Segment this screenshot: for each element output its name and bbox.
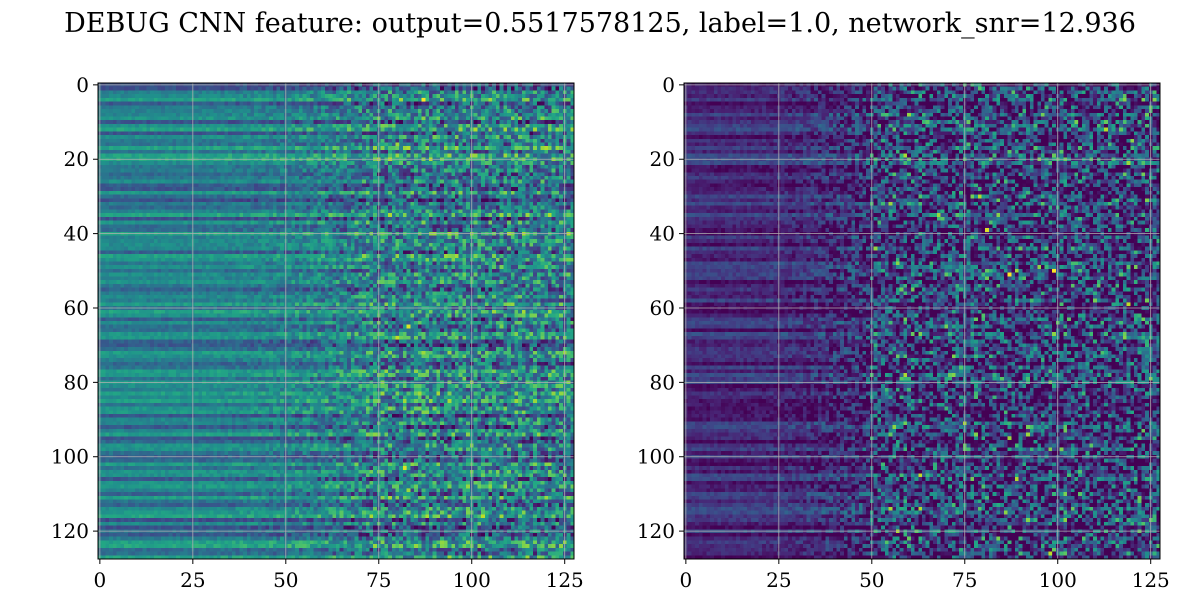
- left-feature-map-ytick-label-5: 100: [51, 445, 89, 469]
- right-feature-map-xtick-label-3: 75: [952, 568, 977, 592]
- left-feature-map-ytick-label-3: 60: [64, 296, 89, 320]
- right-feature-map-hotspot-5: [1007, 436, 1012, 440]
- left-feature-map-ytick-label-4: 80: [64, 370, 89, 394]
- left-feature-map-xtick-label-4: 100: [453, 568, 491, 592]
- right-feature-map-hotspot-9: [996, 536, 1001, 541]
- left-feature-map-image: [98, 83, 574, 559]
- left-feature-map-ytick-label-1: 20: [64, 147, 89, 171]
- left-feature-map-xtick-label-0: 0: [93, 568, 106, 592]
- right-feature-map-hotspot-7: [1059, 447, 1064, 452]
- left-feature-map-hotspot-1: [395, 142, 400, 147]
- left-feature-map-hotspot-3: [395, 335, 400, 340]
- left-feature-map-xtick-label-1: 25: [180, 568, 205, 592]
- left-feature-map-ytick-label-2: 40: [64, 222, 89, 246]
- left-heatmap-panel: 0 25 50 75 100 125 0 20 40 60 80 100 120: [51, 73, 584, 592]
- left-feature-map-hotspot-7: [462, 376, 467, 381]
- right-feature-map-hotspot-4: [1074, 120, 1079, 124]
- right-feature-map-ytick-label-5: 100: [637, 445, 675, 469]
- left-feature-map-hotspot-0: [421, 97, 426, 102]
- right-feature-map-frame: [683, 82, 1161, 560]
- left-feature-map-xtick-label-2: 50: [273, 568, 298, 592]
- right-heatmap-panel: 0 25 50 75 100 125 0 20 40 60 80 100 120: [637, 73, 1170, 592]
- right-feature-map-hotspot-3: [1126, 302, 1131, 307]
- right-feature-map-xtick-label-4: 100: [1039, 568, 1077, 592]
- left-feature-map-hotspot-6: [499, 324, 504, 329]
- left-feature-map-hotspot-2: [406, 324, 411, 329]
- left-feature-map-frame: [97, 82, 575, 560]
- right-feature-map-xtick-label-5: 125: [1132, 568, 1170, 592]
- right-feature-map-hotspot-8: [1048, 551, 1053, 556]
- right-feature-map-image: [684, 83, 1160, 559]
- right-feature-map-ytick-label-1: 20: [650, 147, 675, 171]
- right-feature-map-ytick-label-3: 60: [650, 296, 675, 320]
- left-feature-map-ytick-label-0: 0: [76, 73, 89, 97]
- right-feature-map-hotspot-0: [985, 228, 989, 232]
- right-feature-map-hotspot-6: [1026, 432, 1030, 437]
- right-feature-map-ytick-label-6: 120: [637, 519, 675, 543]
- right-feature-map-ytick-label-4: 80: [650, 370, 675, 394]
- right-feature-map-xtick-label-0: 0: [679, 568, 692, 592]
- right-feature-map-hotspot-1: [1007, 272, 1012, 277]
- chart-title: DEBUG CNN feature: output=0.5517578125, …: [64, 8, 1136, 39]
- left-feature-map-hotspot-5: [406, 488, 411, 493]
- left-feature-map-hotspot-4: [402, 466, 407, 470]
- left-feature-map-ytick-label-6: 120: [51, 519, 89, 543]
- left-feature-map-xtick-label-5: 125: [546, 568, 584, 592]
- right-feature-map-xtick-label-1: 25: [766, 568, 791, 592]
- right-feature-map-hotspot-2: [1052, 268, 1056, 273]
- right-feature-map-ytick-label-2: 40: [650, 222, 675, 246]
- right-feature-map-ytick-label-0: 0: [662, 73, 675, 97]
- right-feature-map-xtick-label-2: 50: [859, 568, 884, 592]
- left-feature-map-xtick-label-3: 75: [366, 568, 391, 592]
